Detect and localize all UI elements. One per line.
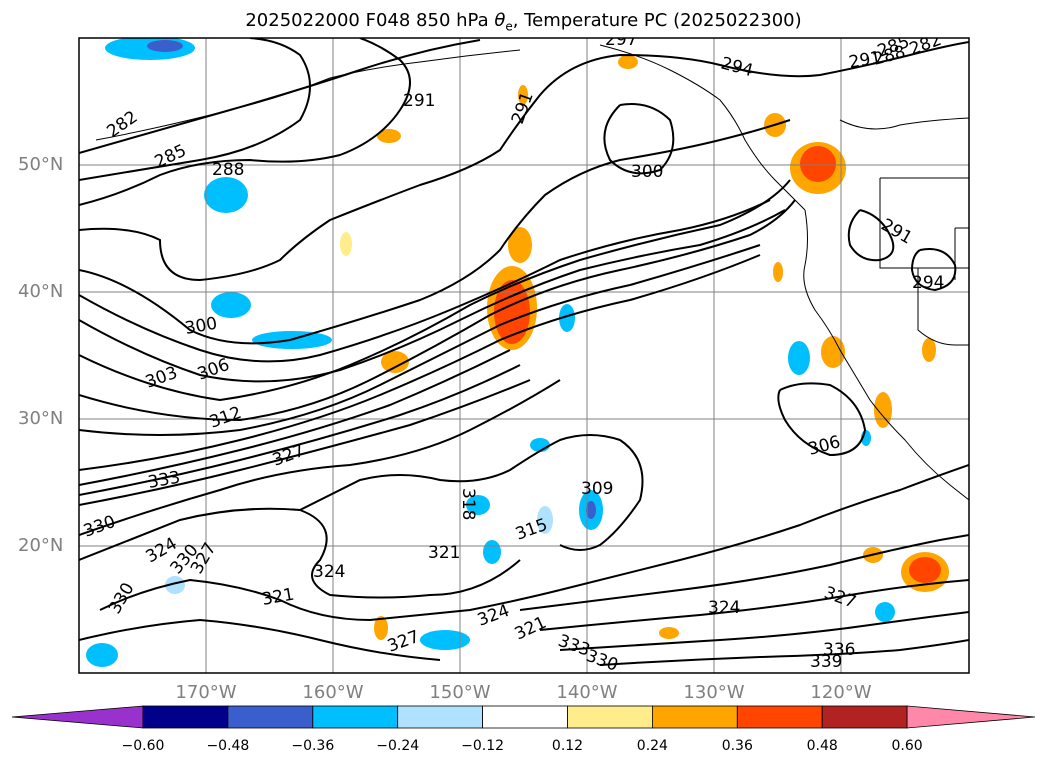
contour-label: 321 — [428, 543, 460, 563]
colorbar-tick-label: 0.60 — [891, 738, 923, 754]
lat-label-40N: 40°N — [18, 281, 64, 302]
colorbar-cell — [142, 705, 229, 729]
colorbar-tick-label: −0.48 — [206, 738, 250, 754]
lon-label-160W: 160°W — [302, 682, 364, 703]
colorbar-cell — [821, 705, 908, 729]
contour-label: 324 — [708, 598, 740, 618]
colorbar-tick-label: −0.24 — [376, 738, 420, 754]
colorbar-extend-low — [11, 705, 144, 729]
colorbar-cell — [312, 705, 399, 729]
warm-anomaly — [508, 227, 532, 263]
colorbar-cell — [567, 705, 653, 729]
warm-anomaly — [494, 280, 530, 344]
cold-anomaly — [204, 177, 248, 213]
cold-anomaly — [211, 292, 251, 318]
lon-label-120W: 120°W — [810, 682, 872, 703]
anomaly-shading — [86, 38, 949, 667]
map-title: 2025022000 F048 850 hPa θe, Temperature … — [245, 10, 802, 34]
cold-anomaly — [788, 341, 810, 375]
colorbar-cell — [736, 705, 823, 729]
warm-anomaly — [909, 557, 941, 583]
cold-anomaly — [147, 40, 183, 52]
plot-frame — [78, 37, 970, 674]
contour-label: 324 — [313, 562, 345, 582]
colorbar-tick-label: −0.36 — [291, 738, 335, 754]
warm-anomaly — [659, 627, 679, 639]
cold-anomaly — [537, 506, 553, 534]
warm-anomaly — [618, 55, 638, 69]
contour-label: 339 — [810, 652, 842, 672]
cold-anomaly — [559, 304, 575, 332]
cold-anomaly — [165, 576, 185, 594]
colorbar-tick-label: 0.24 — [636, 738, 668, 754]
lat-label-20N: 20°N — [18, 535, 64, 556]
contour-label: 294 — [912, 273, 944, 293]
warm-anomaly — [800, 146, 836, 182]
theta-e-contours — [79, 38, 969, 666]
colorbar-tick-label: 0.12 — [551, 738, 584, 754]
warm-anomaly — [922, 338, 936, 362]
contour-label: 309 — [581, 479, 613, 499]
colorbar-cell — [227, 705, 314, 729]
warm-anomaly — [377, 129, 401, 143]
warm-anomaly — [821, 336, 845, 368]
colorbar-cell — [482, 705, 568, 729]
lon-label-130W: 130°W — [683, 682, 745, 703]
lat-label-50N: 50°N — [18, 154, 64, 175]
colorbar-tick-label: 0.48 — [806, 738, 838, 754]
lat-label-30N: 30°N — [18, 408, 64, 429]
colorbar-tick-label: −0.12 — [461, 738, 505, 754]
contour-label: 336 — [823, 640, 855, 660]
warm-anomaly — [773, 262, 783, 282]
colorbar-tick-label: −0.60 — [121, 738, 165, 754]
cold-anomaly — [420, 630, 470, 650]
colorbar-cell — [652, 705, 738, 729]
warm-anomaly — [381, 351, 409, 373]
contour-label: 297 — [605, 30, 637, 50]
contour-label: 291 — [403, 91, 435, 111]
contour-labels: 282 285 288 291 291 300 294 291 288 285 … — [81, 30, 945, 673]
colorbar-extend-high — [906, 705, 1036, 729]
cold-anomaly — [86, 643, 118, 667]
warm-anomaly — [374, 616, 388, 640]
colorbar-cell — [397, 705, 484, 729]
cold-anomaly — [875, 602, 895, 622]
lon-label-140W: 140°W — [556, 682, 618, 703]
lon-label-150W: 150°W — [429, 682, 491, 703]
colorbar-tick-label: 0.36 — [721, 738, 753, 754]
lon-label-170W: 170°W — [175, 682, 237, 703]
contour-label: 288 — [212, 160, 244, 180]
cold-anomaly — [466, 495, 490, 515]
graticule — [79, 38, 969, 673]
cold-anomaly — [586, 501, 596, 519]
coastlines — [95, 44, 969, 501]
contour-label: 318 — [458, 488, 478, 520]
warm-anomaly — [518, 85, 528, 105]
warm-anomaly — [340, 232, 352, 256]
contour-label: 300 — [631, 162, 663, 182]
